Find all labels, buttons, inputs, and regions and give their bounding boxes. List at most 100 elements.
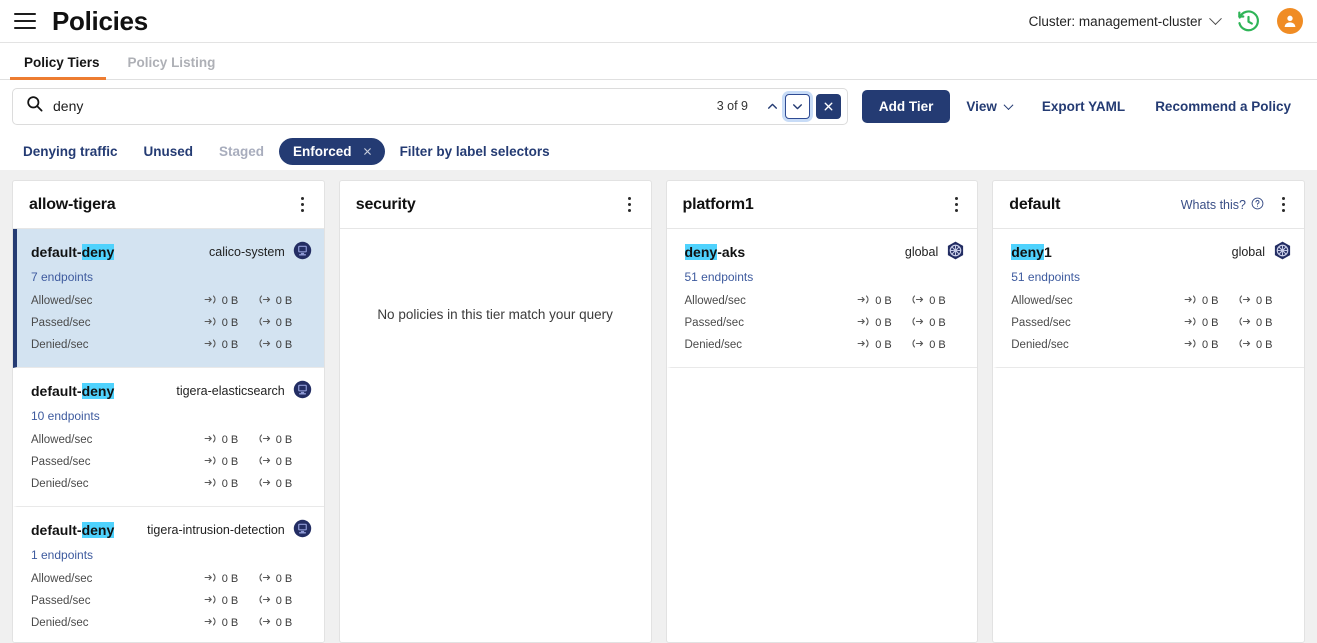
filter-label-selectors[interactable]: Filter by label selectors [399,143,550,159]
arrow-out-of-bracket-icon [258,432,271,448]
whats-this-label: Whats this? [1180,197,1246,212]
policy-row[interactable]: default-deny calico-system 7 endpoints A… [13,229,324,368]
policy-row[interactable]: default-deny tigera-intrusion-detection … [13,507,324,642]
stat-egress: 0 B [258,593,312,609]
policy-stats: Allowed/sec 0 B 0 B Passed/sec 0 B [31,429,312,495]
stat-egress-value: 0 B [275,339,293,351]
tab-policy-listing[interactable]: Policy Listing [127,55,216,70]
stat-row: Passed/sec 0 B 0 B [31,590,312,612]
cluster-selector[interactable]: Cluster: management-cluster [1029,11,1222,29]
policy-name: deny-aks [684,244,745,260]
search-box: 3 of 9 [12,87,848,125]
tier-header-actions [947,195,965,215]
stat-egress-value: 0 B [275,456,293,468]
stat-egress: 0 B [911,293,965,309]
history-clock-icon[interactable] [1236,9,1261,34]
policy-name: default-deny [31,383,115,399]
arrow-into-bracket-icon [204,615,217,631]
search-prev-button[interactable] [760,94,785,119]
stat-ingress-value: 0 B [221,295,239,307]
stat-egress: 0 B [1238,293,1292,309]
stat-label: Allowed/sec [31,295,93,307]
stat-label: Allowed/sec [31,434,93,446]
filter-staged[interactable]: Staged [219,143,265,159]
filter-unused[interactable]: Unused [143,143,194,159]
arrow-out-of-bracket-icon [1238,293,1251,309]
policy-row[interactable]: deny-aks global 51 endpoints [666,229,978,368]
filter-denying-traffic[interactable]: Denying traffic [23,143,118,159]
arrow-into-bracket-icon [204,454,217,470]
policy-endpoints[interactable]: 1 endpoints [31,548,94,562]
stat-row: Allowed/sec 0 B 0 B [685,290,966,312]
stat-ingress-value: 0 B [875,317,892,329]
stat-egress-value: 0 B [275,573,293,585]
arrow-out-of-bracket-icon [1238,337,1251,353]
recommend-policy-button[interactable]: Recommend a Policy [1155,98,1291,114]
policy-name-suffix: 1 [1043,244,1052,260]
add-tier-button[interactable]: Add Tier [861,89,951,123]
tier-board: allow-tigera default-deny calico-system [0,170,1317,643]
filter-enforced[interactable]: Enforced [279,137,385,165]
arrow-into-bracket-icon [204,315,217,331]
user-avatar-icon[interactable] [1277,8,1303,34]
policy-endpoints[interactable]: 51 endpoints [1011,270,1080,284]
close-icon[interactable] [362,146,373,157]
arrow-out-of-bracket-icon [258,315,271,331]
policy-row-header: deny1 global [1011,241,1292,263]
stat-ingress-value: 0 B [221,617,239,629]
tier-menu-button[interactable] [621,195,639,215]
policy-stats: Allowed/sec 0 B 0 B Passed/sec 0 B [1011,290,1292,356]
export-yaml-button[interactable]: Export YAML [1041,98,1126,114]
view-dropdown[interactable]: View [952,90,1026,123]
policy-scope: global [905,241,965,263]
tier-menu-button[interactable] [294,195,312,215]
search-close-button[interactable] [816,93,841,119]
stat-ingress: 0 B [204,293,258,309]
policy-scope: tigera-elasticsearch [176,380,311,402]
tier-card: default Whats this? deny1 global [992,180,1305,643]
stat-ingress-value: 0 B [221,317,239,329]
policy-scope-label: global [904,245,939,259]
hamburger-icon[interactable] [12,8,38,34]
arrow-into-bracket-icon [204,593,217,609]
policy-row[interactable]: default-deny tigera-elasticsearch 10 end… [13,368,324,507]
arrow-into-bracket-icon [1184,293,1197,309]
policy-name: default-deny [31,244,115,260]
stat-label: Passed/sec [31,456,91,468]
stat-ingress-value: 0 B [221,478,239,490]
search-next-button[interactable] [785,93,810,119]
stat-egress-value: 0 B [1256,317,1273,329]
tier-menu-button[interactable] [1274,195,1292,215]
stat-egress-value: 0 B [275,617,293,629]
tier-header: platform1 [666,181,978,229]
tier-name: security [355,195,416,213]
policy-row[interactable]: deny1 global 51 endpoints [993,229,1304,368]
global-cluster-icon [1273,241,1292,263]
stat-egress: 0 B [258,454,312,470]
stat-egress: 0 B [258,315,312,331]
arrow-out-of-bracket-icon [258,293,271,309]
chevron-down-icon [1003,99,1014,110]
filter-enforced-label: Enforced [293,143,352,159]
stat-ingress: 0 B [204,432,258,448]
arrow-out-of-bracket-icon [258,454,271,470]
arrow-out-of-bracket-icon [911,337,924,353]
stat-ingress: 0 B [857,315,911,331]
tab-policy-tiers[interactable]: Policy Tiers [10,55,114,80]
policy-endpoints[interactable]: 10 endpoints [31,409,100,423]
stat-ingress-value: 0 B [1202,317,1219,329]
question-circle-icon [1251,197,1264,213]
tier-menu-button[interactable] [947,195,965,215]
policy-stats: Allowed/sec 0 B 0 B Passed/sec 0 B [31,568,312,634]
stat-row: Allowed/sec 0 B 0 B [31,429,312,451]
stat-egress: 0 B [258,571,312,587]
stat-ingress-value: 0 B [221,434,239,446]
tier-header: default Whats this? [993,181,1304,229]
stat-egress-value: 0 B [1256,295,1273,307]
policy-endpoints[interactable]: 51 endpoints [684,270,754,284]
search-input[interactable] [53,98,717,114]
whats-this-link[interactable]: Whats this? [1181,197,1264,213]
policy-endpoints[interactable]: 7 endpoints [31,270,94,284]
policy-scope: tigera-intrusion-detection [147,519,312,541]
stat-ingress: 0 B [204,315,258,331]
